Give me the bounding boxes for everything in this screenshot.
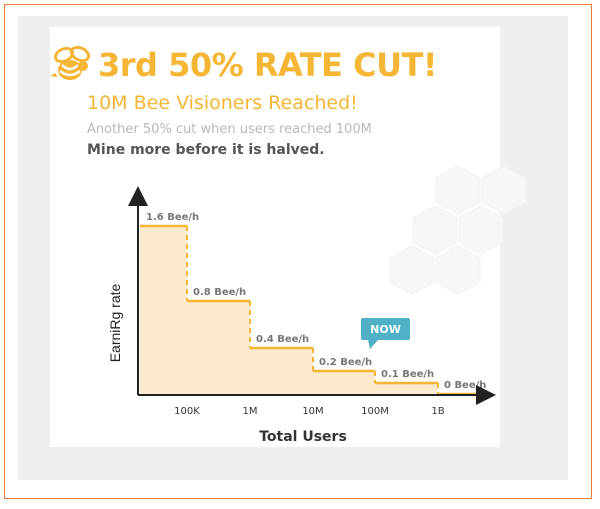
x-tick-label: 100K <box>174 406 200 417</box>
data-label: 0.2 Bee/h <box>319 357 372 368</box>
headline: 3rd 50% RATE CUT! <box>98 46 437 84</box>
hexagon-shape <box>481 165 527 215</box>
rate-area <box>140 226 486 395</box>
title-row: 3rd 50% RATE CUT! <box>50 40 437 90</box>
x-tick-label: 10M <box>302 406 323 417</box>
honeycomb-decoration <box>389 165 527 295</box>
hexagon-shape <box>435 245 481 295</box>
emphasis-text: Mine more before it is halved. <box>87 142 325 158</box>
x-ticks: 100K 1M 10M 100M 1B <box>174 406 445 417</box>
data-label: 0.4 Bee/h <box>256 334 309 345</box>
data-labels: 1.6 Bee/h 0.8 Bee/h 0.4 Bee/h 0.2 Bee/h 0.1 … <box>146 212 486 391</box>
hexagon-shape <box>458 205 504 255</box>
note-text: Another 50% cut when users reached 100M <box>87 122 372 137</box>
hexagon-shape <box>389 245 435 295</box>
rate-steps <box>140 224 486 396</box>
data-label: 1.6 Bee/h <box>146 212 199 223</box>
bee-icon <box>50 45 91 80</box>
x-tick-label: 1M <box>243 406 258 417</box>
x-tick-label: 100M <box>361 406 389 417</box>
x-axis-label: Total Users <box>259 429 347 445</box>
subheadline: 10M Bee Visioners Reached! <box>87 92 358 114</box>
data-label: 0.8 Bee/h <box>193 287 246 298</box>
y-axis-label: EarniRg rate <box>107 283 123 362</box>
now-badge: NOW <box>361 318 410 349</box>
now-badge-pointer <box>368 340 378 349</box>
now-badge-label: NOW <box>370 323 401 336</box>
data-label: 0 Bee/h <box>444 380 486 391</box>
hexagon-shape <box>435 165 481 215</box>
now-badge-box <box>361 318 410 340</box>
hexagon-shape <box>412 205 458 255</box>
data-label: 0.1 Bee/h <box>381 369 434 380</box>
x-tick-label: 1B <box>431 406 444 417</box>
